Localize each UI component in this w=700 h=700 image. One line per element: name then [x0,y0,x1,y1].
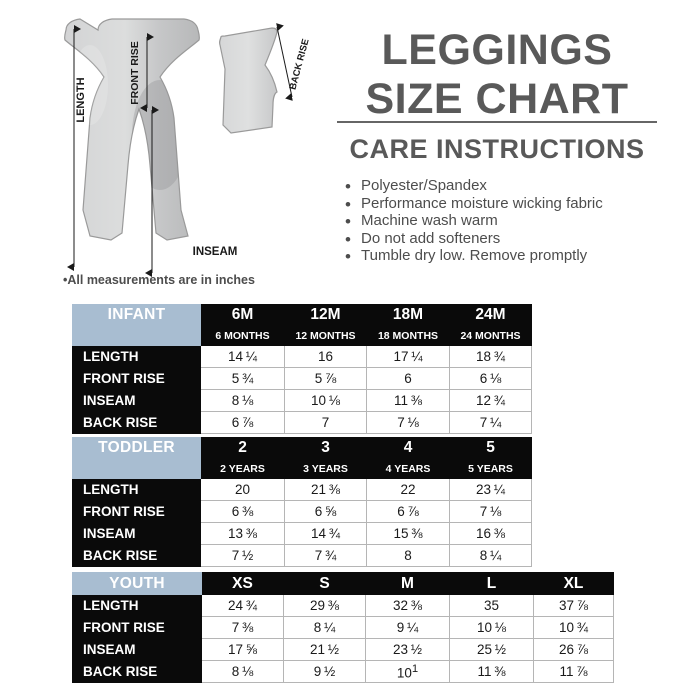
svg-text:FRONT RISE: FRONT RISE [129,41,141,105]
svg-text:INSEAM: INSEAM [193,246,238,258]
svg-text:LENGTH: LENGTH [75,77,87,122]
svg-text:•All measurements are in inche: •All measurements are in inches [63,273,255,287]
svg-text:BACK RISE: BACK RISE [288,38,312,91]
